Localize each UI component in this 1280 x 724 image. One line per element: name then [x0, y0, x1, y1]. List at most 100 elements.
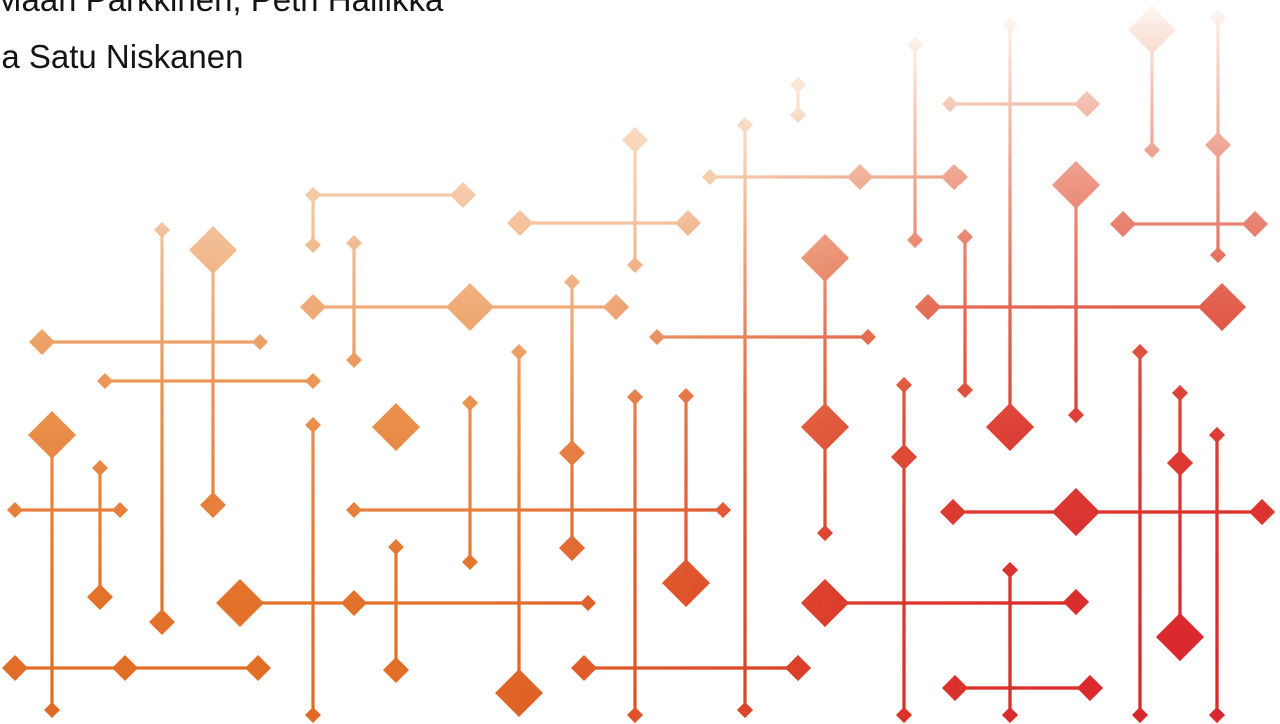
diamond-node: [200, 492, 226, 518]
pattern-tint: [2, 6, 1275, 723]
diamond-node: [559, 440, 585, 466]
diamond-node: [28, 411, 76, 459]
diamond-node: [675, 210, 701, 236]
diamond-node: [341, 590, 367, 616]
diamond-node: [1167, 450, 1193, 476]
diamond-node: [1052, 161, 1100, 209]
diamond-node: [305, 707, 321, 723]
diamond-node: [662, 559, 710, 607]
diamond-node: [737, 702, 753, 718]
diamond-node: [649, 329, 665, 345]
diamond-node: [1205, 132, 1231, 158]
diamond-node: [112, 655, 138, 681]
diamond-node: [790, 77, 806, 93]
diamond-node: [702, 169, 718, 185]
diamond-node: [462, 554, 478, 570]
diamond-node: [154, 222, 170, 238]
diamond-node: [1156, 613, 1204, 661]
diamond-node: [1074, 91, 1100, 117]
diamond-node: [2, 655, 28, 681]
diamond-node: [678, 388, 694, 404]
diamond-node: [372, 403, 420, 451]
diamond-node: [149, 609, 175, 635]
diamond-node: [860, 329, 876, 345]
diamond-node: [507, 210, 533, 236]
diamond-node: [300, 294, 326, 320]
diamond-node: [715, 502, 731, 518]
diamond-node: [571, 655, 597, 681]
diamond-node: [785, 655, 811, 681]
diamond-node: [891, 444, 917, 470]
diamond-node: [627, 707, 643, 723]
diamond-node: [941, 164, 967, 190]
diamond-node: [29, 329, 55, 355]
diamond-node: [817, 525, 833, 541]
diamond-node: [1209, 707, 1225, 723]
diamond-node: [1077, 675, 1103, 701]
diamond-node: [559, 535, 585, 561]
diamond-node: [896, 707, 912, 723]
diamond-node: [580, 595, 596, 611]
diamond-node: [87, 584, 113, 610]
diamond-node: [495, 669, 543, 717]
diamond-node: [896, 377, 912, 393]
diamond-node: [986, 403, 1034, 451]
diamond-node: [446, 283, 494, 331]
diamond-node: [737, 117, 753, 133]
diamond-node: [1068, 407, 1084, 423]
diamond-node: [907, 37, 923, 53]
diamond-node: [511, 344, 527, 360]
diamond-node: [627, 257, 643, 273]
diamond-node: [44, 702, 60, 718]
diamond-node: [907, 232, 923, 248]
diamond-node: [1002, 17, 1018, 33]
diamond-node: [957, 382, 973, 398]
diamond-node: [450, 182, 476, 208]
diamond-node: [847, 164, 873, 190]
diamond-node: [790, 107, 806, 123]
diamond-node: [801, 403, 849, 451]
diamond-node: [940, 499, 966, 525]
diamond-node: [97, 373, 113, 389]
diamond-node: [383, 657, 409, 683]
diamond-node: [1172, 385, 1188, 401]
diamond-node: [627, 389, 643, 405]
diamond-node: [1242, 211, 1268, 237]
diamond-node: [1144, 142, 1160, 158]
diamond-node: [1110, 211, 1136, 237]
diamond-node: [622, 127, 648, 153]
diamond-node: [245, 655, 271, 681]
diamond-node: [305, 237, 321, 253]
diamond-node: [942, 96, 958, 112]
diamond-node: [1128, 6, 1176, 54]
diamond-node: [1210, 247, 1226, 263]
diamond-node: [305, 373, 321, 389]
diamond-node: [564, 274, 580, 290]
diamond-node: [112, 502, 128, 518]
diamond-node: [1132, 707, 1148, 723]
diamond-node: [942, 675, 968, 701]
diamond-node: [388, 539, 404, 555]
diamond-node: [1198, 283, 1246, 331]
page: Maari Parkkinen, Petri Hällikkä ja Satu …: [0, 0, 1280, 724]
diamond-node: [252, 334, 268, 350]
diamond-node: [1063, 589, 1089, 615]
diamond-node: [1002, 562, 1018, 578]
diamond-node: [957, 229, 973, 245]
diamond-node: [1209, 427, 1225, 443]
diamond-node: [346, 235, 362, 251]
diamond-node: [1132, 344, 1148, 360]
diamond-node: [346, 502, 362, 518]
diamond-node: [305, 187, 321, 203]
diamond-node: [346, 352, 362, 368]
diamond-node: [92, 460, 108, 476]
diamond-node: [603, 294, 629, 320]
diamond-node: [915, 294, 941, 320]
diamond-node: [1210, 10, 1226, 26]
decorative-graphic: [0, 0, 1280, 724]
diamond-node: [305, 417, 321, 433]
diamond-node: [1249, 499, 1275, 525]
diamond-node: [801, 234, 849, 282]
diamond-node: [1052, 488, 1100, 536]
diamond-node: [462, 395, 478, 411]
